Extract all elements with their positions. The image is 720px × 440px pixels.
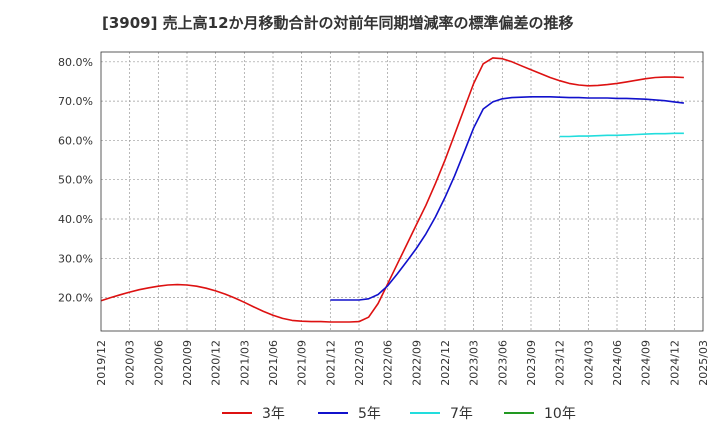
x-tick-label: 2022/09	[410, 340, 423, 386]
x-tick-label: 2024/09	[640, 340, 653, 386]
x-tick-label: 2023/06	[496, 340, 509, 386]
x-tick-label: 2021/09	[296, 340, 309, 386]
legend-label: 5年	[358, 406, 381, 422]
series-lines	[100, 57, 684, 323]
series-line-1	[330, 96, 684, 301]
x-tick-label: 2022/06	[382, 340, 395, 386]
x-tick-label: 2021/12	[324, 340, 337, 386]
y-tick-label: 80.0%	[58, 56, 93, 69]
x-tick-label: 2020/06	[152, 340, 165, 386]
y-tick-label: 40.0%	[58, 213, 93, 226]
legend: 3年 5年 7年 10年	[222, 406, 576, 422]
x-tick-label: 2020/03	[124, 340, 137, 386]
x-tick-label: 2022/03	[353, 340, 366, 386]
series-line-2	[559, 132, 684, 138]
x-tick-label: 2022/12	[439, 340, 452, 386]
series-line-0	[100, 57, 684, 323]
x-tick-label: 2023/09	[525, 340, 538, 386]
x-tick-label: 2019/12	[95, 340, 108, 386]
x-tick-label: 2021/06	[267, 340, 280, 386]
y-axis-ticks: 20.0% 30.0% 40.0% 50.0% 60.0% 70.0% 80.0%	[58, 56, 93, 305]
x-tick-label: 2024/06	[611, 340, 624, 386]
legend-label: 10年	[544, 406, 576, 422]
x-tick-label: 2020/12	[210, 340, 223, 386]
y-tick-label: 50.0%	[58, 174, 93, 187]
y-tick-label: 30.0%	[58, 252, 93, 265]
y-tick-label: 60.0%	[58, 134, 93, 147]
x-tick-label: 2024/12	[668, 340, 681, 386]
x-tick-label: 2021/03	[238, 340, 251, 386]
grid-lines	[101, 52, 703, 331]
x-tick-label: 2025/03	[697, 340, 710, 386]
x-tick-label: 2024/03	[582, 340, 595, 386]
y-tick-label: 70.0%	[58, 95, 93, 108]
legend-label: 7年	[450, 406, 473, 422]
chart-title: [3909] 売上高12か月移動合計の対前年同期増減率の標準偏差の推移	[102, 14, 574, 32]
x-tick-label: 2023/12	[554, 340, 567, 386]
plot-frame	[100, 51, 704, 332]
y-tick-label: 20.0%	[58, 292, 93, 305]
legend-label: 3年	[262, 406, 285, 422]
x-tick-label: 2023/03	[468, 340, 481, 386]
x-tick-label: 2020/09	[181, 340, 194, 386]
x-axis-ticks: 2019/12 2020/03 2020/06 2020/09 2020/12 2021/…	[95, 340, 710, 386]
